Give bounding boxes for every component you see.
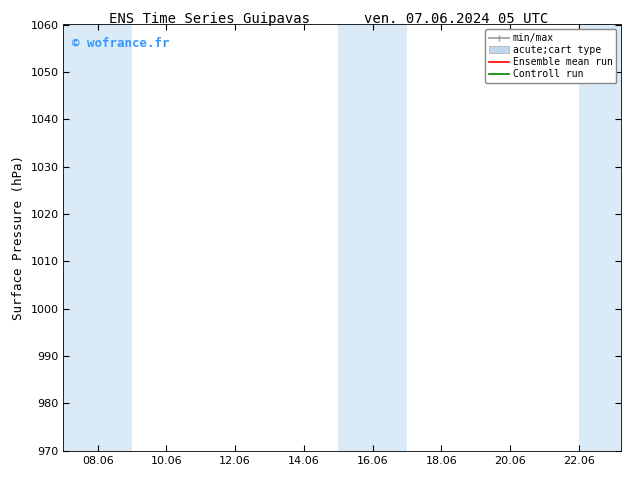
Text: ENS Time Series Guipavas: ENS Time Series Guipavas (108, 12, 310, 26)
Text: ven. 07.06.2024 05 UTC: ven. 07.06.2024 05 UTC (365, 12, 548, 26)
Bar (63, 24, 132, 451)
Y-axis label: Surface Pressure (hPa): Surface Pressure (hPa) (12, 155, 25, 320)
Legend: min/max, acute;cart type, Ensemble mean run, Controll run: min/max, acute;cart type, Ensemble mean … (486, 29, 616, 83)
Bar (579, 24, 621, 451)
Text: © wofrance.fr: © wofrance.fr (72, 37, 169, 50)
Bar (338, 24, 407, 451)
